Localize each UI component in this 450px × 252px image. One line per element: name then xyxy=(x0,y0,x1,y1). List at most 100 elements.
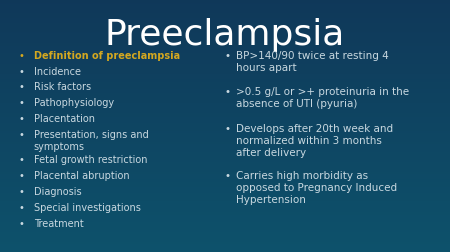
Bar xyxy=(0,113,450,115)
Bar xyxy=(0,107,450,108)
Bar xyxy=(0,228,450,229)
Bar xyxy=(0,78,450,79)
Bar xyxy=(0,120,450,121)
Bar xyxy=(0,10,450,11)
Text: •: • xyxy=(225,87,231,97)
Bar xyxy=(0,251,450,252)
Bar xyxy=(0,64,450,66)
Bar xyxy=(0,106,450,107)
Bar xyxy=(0,214,450,215)
Bar xyxy=(0,205,450,207)
Bar xyxy=(0,198,450,199)
Bar xyxy=(0,108,450,110)
Bar xyxy=(0,200,450,202)
Bar xyxy=(0,220,450,222)
Text: •: • xyxy=(225,170,231,180)
Bar xyxy=(0,73,450,74)
Bar xyxy=(0,83,450,84)
Text: BP>140/90 twice at resting 4
hours apart: BP>140/90 twice at resting 4 hours apart xyxy=(236,50,389,72)
Text: •: • xyxy=(18,202,24,212)
Bar xyxy=(0,11,450,13)
Text: Preeclampsia: Preeclampsia xyxy=(105,18,345,51)
Bar xyxy=(0,232,450,233)
Bar xyxy=(0,168,450,169)
Bar xyxy=(0,29,450,30)
Bar xyxy=(0,37,450,38)
Bar xyxy=(0,74,450,76)
Bar xyxy=(0,142,450,144)
Text: Incidence: Incidence xyxy=(34,66,81,76)
Bar xyxy=(0,194,450,195)
Bar xyxy=(0,223,450,224)
Text: •: • xyxy=(18,114,24,124)
Text: •: • xyxy=(18,130,24,140)
Bar xyxy=(0,18,450,19)
Bar xyxy=(0,131,450,132)
Bar xyxy=(0,213,450,214)
Bar xyxy=(0,155,450,156)
Bar xyxy=(0,129,450,130)
Bar xyxy=(0,19,450,20)
Bar xyxy=(0,32,450,33)
Bar xyxy=(0,28,450,29)
Bar xyxy=(0,141,450,142)
Bar xyxy=(0,164,450,165)
Bar xyxy=(0,184,450,185)
Bar xyxy=(0,146,450,147)
Bar xyxy=(0,190,450,192)
Text: Placentation: Placentation xyxy=(34,114,95,124)
Bar xyxy=(0,248,450,249)
Bar xyxy=(0,130,450,131)
Bar xyxy=(0,202,450,203)
Text: >0.5 g/L or >+ proteinuria in the
absence of UTI (pyuria): >0.5 g/L or >+ proteinuria in the absenc… xyxy=(236,87,410,109)
Bar xyxy=(0,60,450,62)
Bar xyxy=(0,151,450,152)
Bar xyxy=(0,1,450,3)
Bar xyxy=(0,174,450,175)
Text: Treatment: Treatment xyxy=(34,218,84,228)
Bar xyxy=(0,102,450,103)
Bar xyxy=(0,111,450,112)
Bar xyxy=(0,42,450,43)
Bar xyxy=(0,14,450,15)
Bar xyxy=(0,204,450,205)
Bar xyxy=(0,189,450,190)
Bar xyxy=(0,231,450,232)
Text: Pathophysiology: Pathophysiology xyxy=(34,98,114,108)
Bar xyxy=(0,160,450,161)
Bar xyxy=(0,57,450,58)
Bar xyxy=(0,82,450,83)
Bar xyxy=(0,15,450,16)
Bar xyxy=(0,21,450,23)
Bar xyxy=(0,227,450,228)
Bar xyxy=(0,8,450,9)
Bar xyxy=(0,236,450,237)
Bar xyxy=(0,241,450,242)
Bar xyxy=(0,185,450,186)
Bar xyxy=(0,6,450,8)
Bar xyxy=(0,192,450,193)
Bar xyxy=(0,178,450,179)
Bar xyxy=(0,88,450,89)
Bar xyxy=(0,101,450,102)
Bar xyxy=(0,132,450,134)
Bar xyxy=(0,219,450,220)
Bar xyxy=(0,67,450,68)
Bar xyxy=(0,68,450,69)
Bar xyxy=(0,197,450,198)
Bar xyxy=(0,35,450,37)
Text: Diagnosis: Diagnosis xyxy=(34,186,81,196)
Bar xyxy=(0,9,450,10)
Bar xyxy=(0,161,450,163)
Bar xyxy=(0,23,450,24)
Bar xyxy=(0,44,450,45)
Bar xyxy=(0,126,450,127)
Bar xyxy=(0,208,450,209)
Bar xyxy=(0,110,450,111)
Bar xyxy=(0,87,450,88)
Bar xyxy=(0,86,450,87)
Bar xyxy=(0,249,450,251)
Bar xyxy=(0,166,450,168)
Text: •: • xyxy=(18,218,24,228)
Bar xyxy=(0,89,450,91)
